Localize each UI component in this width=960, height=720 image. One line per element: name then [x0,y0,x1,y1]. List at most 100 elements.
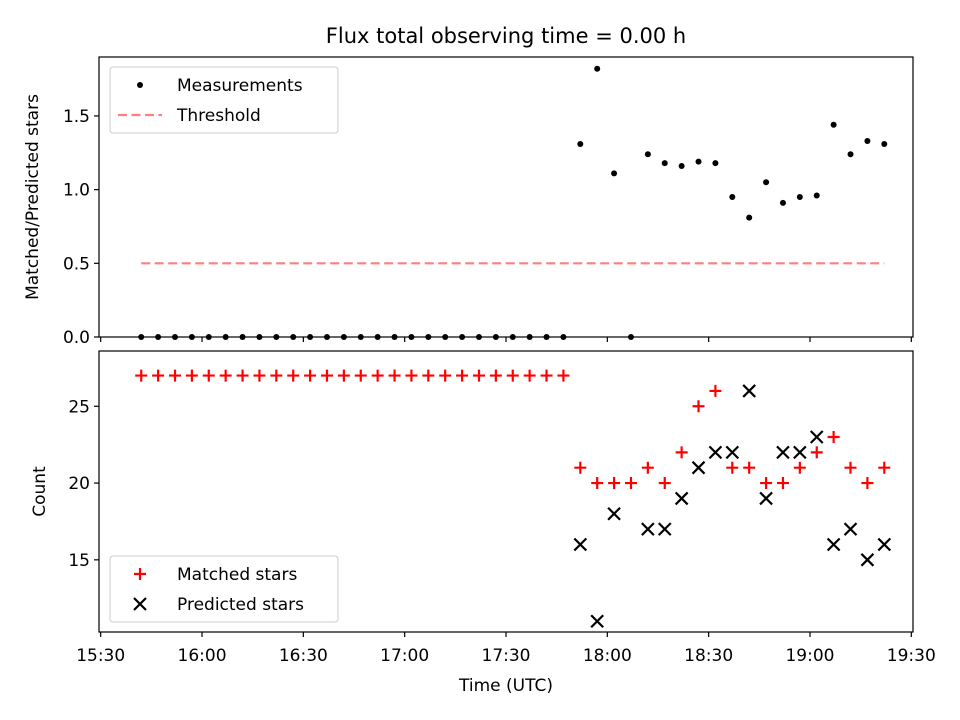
matched-star-point [743,461,756,474]
x-tick-label: 18:00 [583,646,632,666]
matched-star-point [253,369,266,382]
matched-star-point [185,369,198,382]
matched-star-point [523,369,536,382]
chart-title: Flux total observing time = 0.00 h [326,24,686,48]
matched-star-point [709,384,722,397]
matched-star-point [456,369,469,382]
measurement-point [323,334,330,340]
y-tick-label: 0.5 [63,254,90,274]
measurement-point [273,334,280,340]
x-tick-label: 17:00 [380,646,429,666]
matched-star-point [591,477,604,490]
measurement-point [408,334,415,340]
measurement-point [830,121,837,128]
matched-star-point [658,477,671,490]
measurement-point [594,65,601,72]
measurement-point [678,163,685,170]
measurement-point [391,334,398,340]
matched-star-point [219,369,232,382]
matched-star-point [574,461,587,474]
matched-star-point [540,369,553,382]
matched-star-point [557,369,570,382]
legend-label: Threshold [176,106,261,126]
measurement-point [475,334,482,340]
matched-star-point [354,369,367,382]
matched-star-point [388,369,401,382]
measurement-point [712,160,719,167]
matched-star-point [489,369,502,382]
predicted-star-point [742,384,756,398]
x-axis-label: Time (UTC) [458,676,553,696]
measurement-point [155,334,162,340]
legend-matched-swatch [134,568,146,580]
y-tick-label: 0.0 [63,328,90,348]
matched-star-point [861,477,874,490]
measurement-point [543,334,550,340]
predicted-star-point [877,537,892,552]
matched-star-point [810,446,823,459]
predicted-star-point [590,614,604,629]
measurement-point [847,151,854,158]
plot-area: 0.0 0.5 1.0 1.5 Matched/Predicted stars Measu… [23,56,936,666]
measurement-point [644,151,651,158]
matched-star-point [844,461,857,474]
predicted-star-point [826,537,841,552]
predicted-star-point [793,445,807,460]
panel-1: 0.0 0.5 1.0 1.5 Matched/Predicted stars Measu… [23,56,914,348]
matched-star-point [304,369,317,382]
predicted-star-point [776,445,790,460]
measurement-point [560,334,567,340]
legend: Measurements Threshold [109,66,339,134]
matched-star-point [776,477,789,490]
matched-star-point [641,461,654,474]
measurement-point [374,334,381,340]
predicted-star-point [657,522,672,536]
measurement-point [864,138,871,144]
measurement-point [340,334,347,340]
predicted-star-point [708,445,723,460]
measurement-point [509,334,516,340]
measurement-point [661,160,668,167]
matched-star-point [439,369,452,382]
x-tick-label: 18:30 [684,646,733,666]
measurement-point [357,334,364,340]
matched-star-point [320,369,333,382]
measurement-point [239,334,246,340]
matched-star-point [608,477,621,490]
measurement-point [138,334,145,340]
measurement-point [627,334,634,340]
predicted-star-point [674,491,689,506]
measurement-point [425,334,432,340]
legend-label: Matched stars [177,565,297,585]
matched-star-point [168,369,181,382]
matched-star-point [827,430,840,443]
x-tick-label: 16:00 [178,646,227,666]
legend-measurement-swatch [137,82,143,88]
measurement-point [205,334,212,340]
matched-star-point [337,369,350,382]
legend-box [109,555,339,623]
measurement-point [492,334,499,340]
x-tick-label: 17:30 [482,646,531,666]
legend-predicted-swatch [133,597,147,611]
predicted-star-point [860,553,875,567]
matched-star-point [726,461,739,474]
x-tick-label: 15:30 [76,646,125,666]
matched-star-point [472,369,485,382]
predicted-star-point [759,491,773,506]
matched-star-point [878,461,891,474]
measurement-point [256,334,263,340]
legend-label: Predicted stars [177,595,304,615]
measurement-point [171,334,178,340]
matched-star-point [135,369,148,382]
matched-star-point [793,461,806,474]
matched-star-point [202,369,215,382]
matched-star-point [692,400,705,413]
x-tick-label: 19:30 [887,646,936,666]
measurement-point [611,170,618,177]
measurement-point [881,140,888,147]
matched-star-point [236,369,249,382]
predicted-star-point [725,445,740,460]
measurement-point [577,140,584,147]
